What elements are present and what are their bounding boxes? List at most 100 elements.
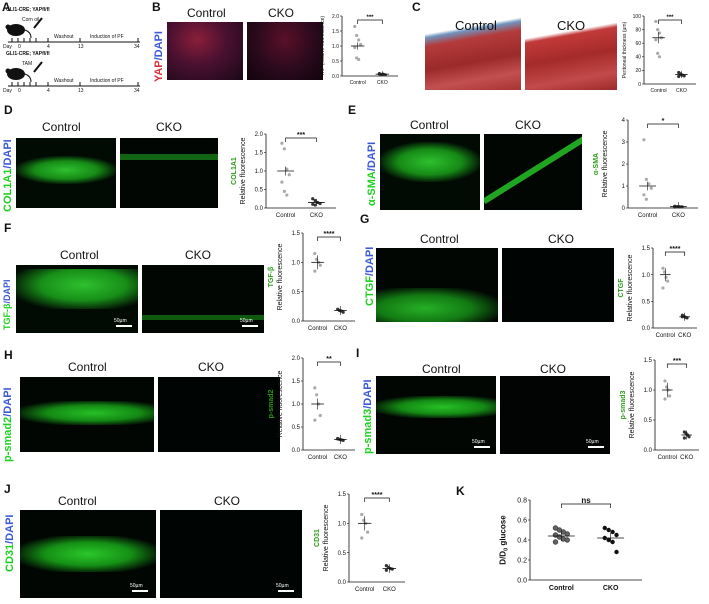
f-chart: 0.0 0.5 1.0 1.5 Control CKO **** Relative fluor… <box>268 231 355 332</box>
b-ylabel: YAP (relative fluorescence) <box>320 16 326 76</box>
h-ytick-label-3: 1.5 <box>292 379 301 385</box>
j-scale-label-1: 50µm <box>130 583 143 589</box>
c-point-0-1 <box>656 28 660 32</box>
i-cko-label: CKO <box>540 362 567 376</box>
h-point-0-3 <box>318 413 322 418</box>
k-point-1-2 <box>610 529 615 535</box>
i-chart: 0.0 0.5 1.0 1.5 Control CKO *** Relative fluore… <box>620 358 699 461</box>
g-chart: 0.0 0.5 1.0 1.5 Control CKO **** Relative fluor… <box>618 246 697 339</box>
b-ytick-label-4: 2.0 <box>332 14 339 20</box>
timeline-row2-tick-13: 13 <box>78 88 84 94</box>
d-ytick-label-3: 1.5 <box>255 151 264 157</box>
h-ylabel-marker: p-smad2 <box>268 390 275 419</box>
d-point-1-5 <box>313 203 317 207</box>
e-cko-micrograph <box>484 134 582 210</box>
d-point-0-5 <box>282 189 286 193</box>
e-sig-label: * <box>662 118 665 125</box>
d-ytick-label-0: 0.0 <box>255 206 264 212</box>
c-control-micrograph <box>425 16 521 90</box>
f-point-0-0 <box>313 251 317 256</box>
j-control-label: Control <box>58 494 97 508</box>
e-point-0-0 <box>642 138 646 142</box>
i-ytick-label-0: 0.0 <box>644 448 653 454</box>
e-ytick-label-2: 2 <box>622 162 626 168</box>
j-cko-label: CKO <box>214 494 241 508</box>
k-ylabel: D/D0 glucose <box>499 515 510 565</box>
g-cko-micrograph <box>502 248 614 322</box>
j-point-0-3 <box>366 530 370 534</box>
i-point-1-4 <box>682 436 686 440</box>
panel-letter-f: F <box>4 221 12 235</box>
k-ytick-label-1: 0.2 <box>517 557 527 564</box>
c-ytick-label-1: 20 <box>635 68 641 74</box>
c-category-0: Control <box>650 88 666 94</box>
c-point-1-3 <box>682 74 686 78</box>
d-cko-micrograph <box>120 138 218 208</box>
timeline-row1-washout: Washout <box>54 34 74 40</box>
h-ytick-label-2: 1.0 <box>292 402 301 408</box>
i-control-label: Control <box>422 362 461 376</box>
d-category-0: Control <box>276 213 295 219</box>
e-control-micrograph <box>380 134 480 210</box>
g-ylabel: Relative fluorescence <box>627 254 634 321</box>
panel-letter-j: J <box>4 482 11 496</box>
i-ytick-label-3: 1.5 <box>644 358 653 364</box>
k-category-1: CKO <box>603 585 619 592</box>
k-point-1-5 <box>606 537 611 543</box>
c-point-0-6 <box>657 55 662 59</box>
j-category-1: CKO <box>383 587 396 593</box>
e-sig-bracket <box>647 123 679 128</box>
e-cko-label: CKO <box>515 118 542 132</box>
c-cko-label: CKO <box>557 18 586 33</box>
j-sig-bracket <box>364 497 390 502</box>
d-point-0-4 <box>280 180 284 184</box>
d-point-0-1 <box>282 147 286 151</box>
f-control-micrograph: 50µm <box>16 265 138 333</box>
d-point-1-4 <box>311 202 315 206</box>
f-ylabel-marker: TGF-β <box>268 266 275 287</box>
d-ytick-label-1: 0.5 <box>255 188 264 194</box>
c-sig-label: *** <box>666 15 674 21</box>
k-chart: 0.0 0.2 0.4 0.6 0.8 Control CKO ns D/D0 glucose <box>499 496 642 592</box>
c-ytick-label-0: 0 <box>638 82 641 88</box>
d-ytick-label-4: 2.0 <box>255 132 264 138</box>
k-point-1-7 <box>614 549 619 555</box>
g-control-micrograph <box>376 248 498 322</box>
e-point-0-5 <box>644 197 648 201</box>
i-ytick-label-1: 0.5 <box>644 418 653 424</box>
c-control-label: Control <box>455 18 497 33</box>
panel-letter-h: H <box>4 348 13 362</box>
k-point-0-8 <box>552 539 559 545</box>
h-sig-bracket <box>317 361 341 366</box>
f-category-0: Control <box>308 326 327 332</box>
h-ytick-label-1: 0.5 <box>292 425 301 431</box>
k-ytick-label-3: 0.6 <box>517 517 527 524</box>
c-category-1: CKO <box>676 88 687 94</box>
j-point-1-3 <box>390 567 394 571</box>
panel-letter-g: G <box>360 212 370 226</box>
j-scale-label-2: 50µm <box>276 583 289 589</box>
e-point-0-1 <box>644 177 648 181</box>
d-point-0-6 <box>285 193 289 197</box>
k-ytick-label-4: 0.8 <box>517 497 527 504</box>
timeline-row1-day: Day <box>3 44 12 50</box>
j-category-0: Control <box>355 587 374 593</box>
f-sig-label: **** <box>324 231 335 238</box>
e-ytick-label-3: 3 <box>622 140 626 146</box>
timeline-row1-tick-4: 4 <box>47 44 50 50</box>
h-point-1-4 <box>336 437 340 441</box>
b-ytick-label-2: 1.0 <box>332 44 339 50</box>
i-ytick-label-2: 1.0 <box>644 388 653 394</box>
f-ytick-label-1: 0.5 <box>292 290 301 296</box>
d-sig-label: *** <box>297 132 305 139</box>
k-point-1-1 <box>606 527 611 533</box>
j-ylabel: Relative fluorescence <box>323 504 330 571</box>
c-point-0-4 <box>654 38 658 42</box>
d-cko-label: CKO <box>156 120 183 134</box>
f-category-1: CKO <box>334 326 347 332</box>
h-control-micrograph <box>20 377 154 452</box>
timeline-row1-induction: Induction of PF <box>90 34 124 40</box>
e-category-0: Control <box>638 213 657 219</box>
timeline-row2-day: Day <box>3 88 12 94</box>
timeline-row1-drug: Corn oil <box>22 17 40 23</box>
